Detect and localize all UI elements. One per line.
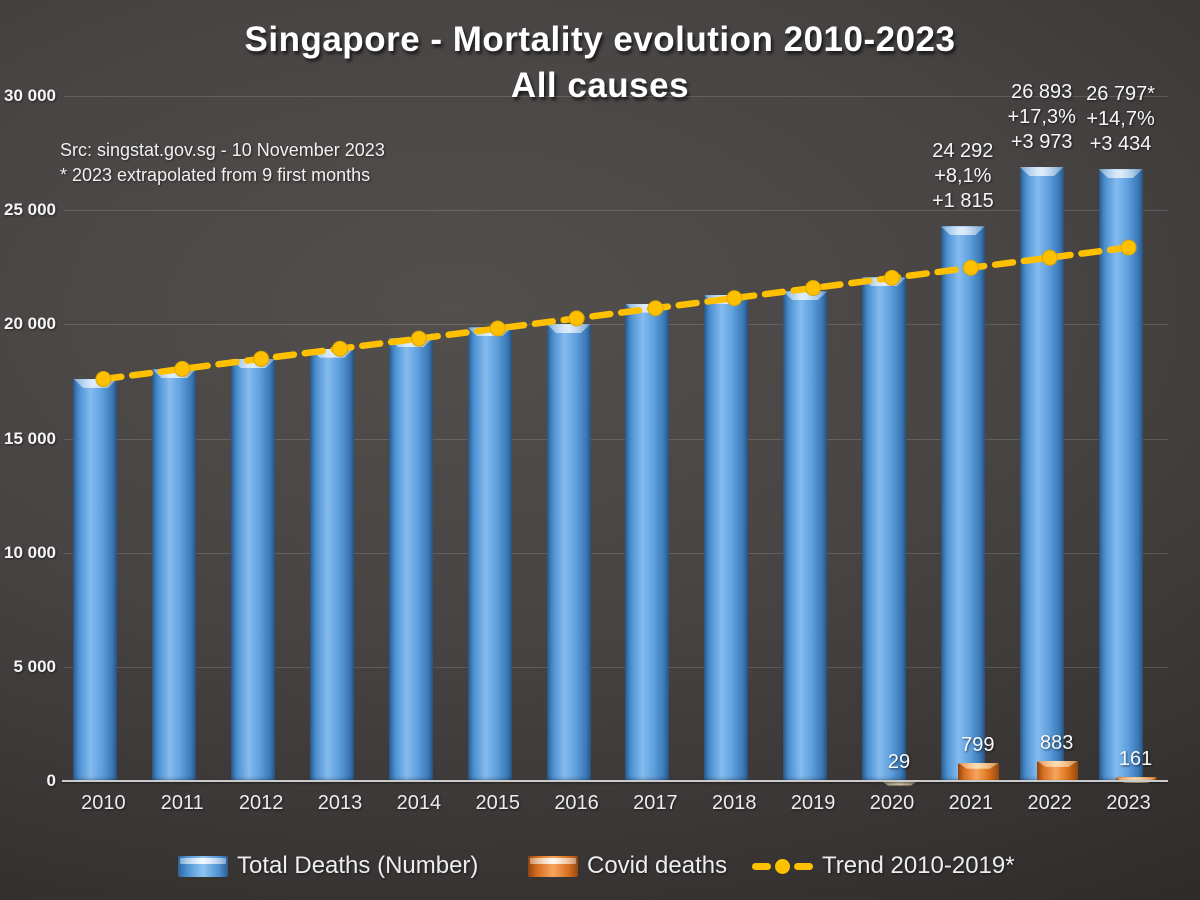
trend-marker-2012: [253, 350, 270, 367]
legend-swatch-total-deaths-icon: [178, 855, 228, 877]
x-tick-label-2017: 2017: [633, 792, 678, 814]
x-tick-label-2011: 2011: [160, 792, 204, 814]
bar-total-deaths-2018: [704, 295, 749, 781]
y-tick-label-0: 0: [46, 771, 56, 790]
trend-marker-2018: [726, 290, 743, 307]
trend-marker-2015: [489, 320, 506, 337]
x-axis-line: [62, 780, 1168, 782]
trend-marker-2021: [962, 259, 979, 276]
covid-deaths-label-2021: 799: [961, 733, 995, 756]
x-tick-label-2021: 2021: [948, 792, 994, 814]
legend-item-total-deaths: Total Deaths (Number): [178, 850, 478, 882]
source-note-line2: * 2023 extrapolated from 9 first months: [60, 165, 371, 185]
y-tick-label-30000: 30 000: [4, 86, 56, 105]
y-tick-label-20000: 20 000: [4, 314, 56, 334]
annotation-2021: 24 292 +8,1% +1 815: [931, 140, 994, 213]
covid-deaths-label-2020: 29: [887, 751, 911, 774]
bar-total-deaths-2013: [310, 348, 354, 781]
bar-covid-deaths-2023: [1115, 777, 1157, 781]
trend-marker-2020: [884, 269, 900, 286]
bar-total-deaths-2012: [231, 359, 276, 781]
x-tick-label-2010: 2010: [81, 792, 126, 814]
x-tick-label-2019: 2019: [790, 792, 836, 814]
trend-marker-2023: [1120, 239, 1137, 256]
bar-total-deaths-2017: [625, 303, 670, 781]
chart-title-line1: Singapore - Mortality evolution 2010-202…: [244, 20, 956, 59]
legend-item-trend: Trend 2010-2019*: [752, 850, 1015, 882]
covid-deaths-label-2023: 161: [1118, 748, 1153, 771]
trend-polyline: [100, 244, 1132, 383]
bar-total-deaths-2011: [152, 369, 197, 781]
bar-total-deaths-2016: [546, 323, 591, 781]
trend-marker-2016: [568, 310, 585, 327]
bar-total-deaths-2015: [467, 327, 512, 781]
x-tick-label-2014: 2014: [396, 792, 442, 814]
trend-marker-2011: [174, 360, 191, 377]
x-tick-label-2015: 2015: [475, 792, 520, 814]
annotation-2023: 26 797* +14,7% +3 434: [1086, 83, 1156, 156]
x-tick-label-2023: 2023: [1106, 792, 1151, 814]
gridline-25000: [64, 210, 1168, 212]
bar-total-deaths-2019: [783, 291, 828, 781]
legend-swatch-trend-icon: [752, 856, 813, 877]
legend-label-trend: Trend 2010-2019*: [822, 852, 1015, 879]
legend-swatch-covid-deaths-icon: [528, 855, 578, 877]
covid-deaths-label-2022: 883: [1040, 731, 1074, 754]
x-tick-label-2016: 2016: [554, 792, 599, 814]
x-tick-label-2020: 2020: [869, 792, 915, 814]
source-note-line1: Src: singstat.gov.sg - 10 November 2023: [60, 140, 385, 160]
trend-dot-icon: [775, 858, 790, 874]
gridline-15000: [64, 438, 1168, 440]
y-tick-label-25000: 25 000: [4, 200, 56, 220]
trend-dash-icon: [794, 862, 813, 870]
y-tick-label-5000: 5 000: [13, 656, 56, 676]
legend-label-total-deaths: Total Deaths (Number): [237, 852, 479, 879]
annotation-2022: 26 893 +17,3% +3 973: [1007, 80, 1076, 153]
bar-covid-deaths-2021: [957, 762, 999, 781]
legend-label-covid-deaths: Covid deaths: [587, 852, 728, 879]
bar-total-deaths-2021: [940, 226, 985, 781]
trend-line: [95, 239, 1137, 388]
trend-marker-2019: [805, 280, 822, 297]
gridline-5000: [64, 666, 1168, 668]
gridline-30000: [64, 96, 1168, 97]
bar-total-deaths-2014: [388, 338, 433, 781]
y-tick-label-15000: 15 000: [4, 428, 56, 448]
y-tick-label-10000: 10 000: [4, 542, 56, 562]
legend-item-covid-deaths: Covid deaths: [528, 850, 727, 882]
trend-marker-2017: [647, 300, 664, 317]
bar-total-deaths-2023: [1098, 169, 1143, 781]
trend-marker-2013: [332, 340, 348, 357]
gridline-10000: [64, 552, 1168, 554]
plot-area: 29 799 883 161 24 292 +8,1% +1 815 26 893 +17,3%…: [64, 81, 1168, 781]
chart-title-line2: All causes: [510, 66, 690, 105]
x-tick-label-2018: 2018: [712, 792, 757, 814]
x-tick-label-2022: 2022: [1027, 792, 1072, 814]
trend-marker-2014: [410, 330, 427, 347]
trend-dash-icon: [752, 862, 771, 870]
bar-total-deaths-2022: [1019, 166, 1064, 781]
bar-covid-deaths-2022: [1036, 760, 1078, 781]
bar-total-deaths-2020: [862, 277, 906, 781]
x-tick-label-2012: 2012: [238, 792, 284, 814]
trend-marker-2022: [1041, 249, 1058, 266]
trend-marker-2010: [95, 371, 112, 388]
gridline-20000: [64, 324, 1168, 326]
bar-total-deaths-2010: [73, 378, 118, 781]
x-tick-label-2013: 2013: [317, 792, 363, 814]
